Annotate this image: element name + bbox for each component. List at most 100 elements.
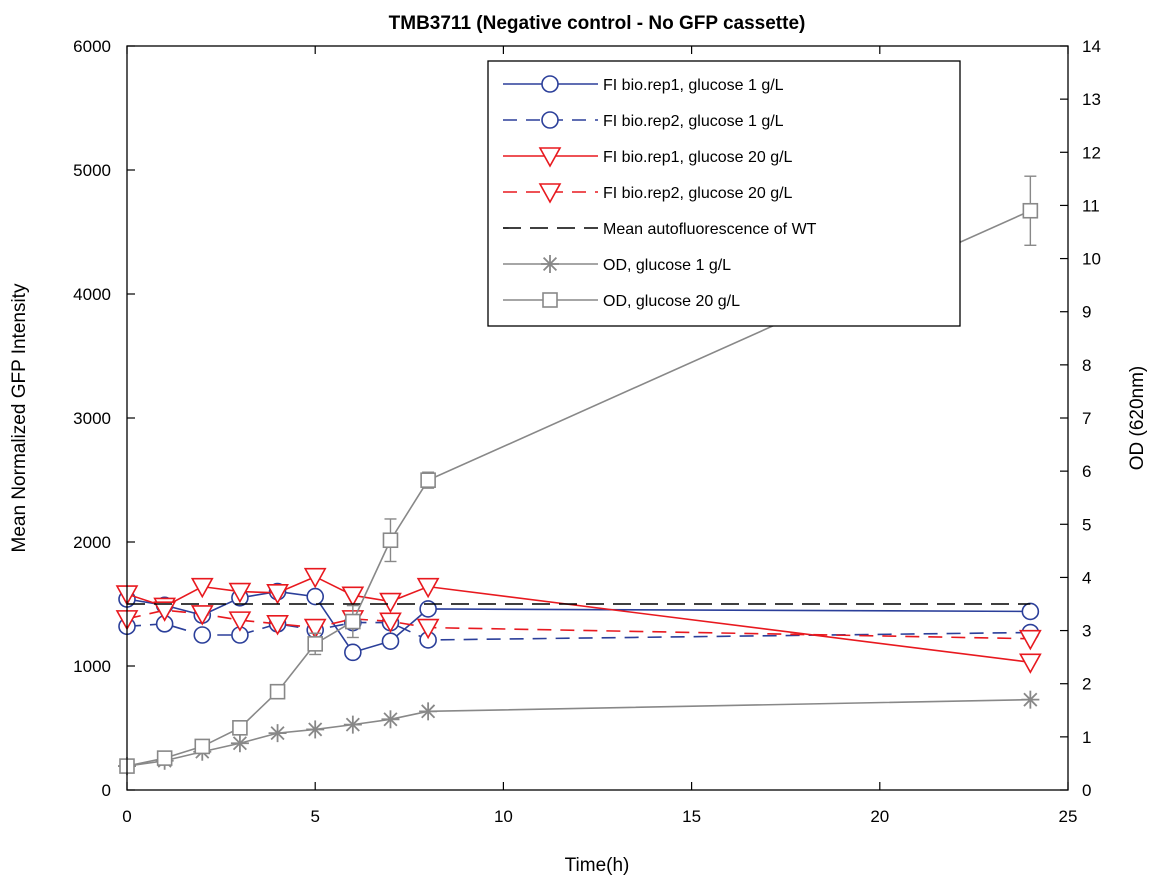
legend-item: FI bio.rep2, glucose 1 g/L <box>503 111 784 130</box>
legend-marker <box>542 292 558 308</box>
series-line <box>126 575 1031 664</box>
y2-tick-label: 2 <box>1082 675 1091 694</box>
data-point <box>266 615 289 636</box>
data-point <box>381 632 400 651</box>
data-point <box>306 587 325 606</box>
data-point <box>343 715 362 734</box>
data-point <box>379 592 402 614</box>
y2-axis-label: OD (620nm) <box>1127 366 1148 471</box>
data-point <box>190 605 214 626</box>
data-point <box>228 582 252 604</box>
y2-tick-label: 0 <box>1082 781 1091 800</box>
y2-tick-label: 14 <box>1082 37 1101 56</box>
y-tick-label: 5000 <box>73 161 111 180</box>
x-axis-label: Time(h) <box>565 855 630 876</box>
data-point <box>307 636 324 652</box>
legend: FI bio.rep1, glucose 1 g/L FI bio.rep2, g… <box>487 60 961 327</box>
data-point <box>303 567 327 589</box>
legend-marker <box>538 183 562 204</box>
y-tick-label: 1000 <box>73 657 111 676</box>
legend-label: FI bio.rep1, glucose 1 g/L <box>603 77 784 94</box>
data-point <box>190 577 214 599</box>
series-line <box>126 590 1031 654</box>
series-2 <box>115 567 1042 674</box>
x-tick-label: 25 <box>1059 807 1078 826</box>
data-point <box>156 750 173 766</box>
legend-item: FI bio.rep1, glucose 20 g/L <box>503 147 793 168</box>
x-tick-label: 5 <box>310 807 319 826</box>
data-point <box>306 720 325 739</box>
series-line <box>126 609 1031 640</box>
data-point <box>344 643 362 662</box>
y2-tick-label: 9 <box>1082 303 1091 322</box>
plot-area <box>115 175 1042 776</box>
y-axis-label: Mean Normalized GFP Intensity <box>9 283 30 552</box>
data-point <box>341 586 365 607</box>
y2-tick-label: 5 <box>1082 515 1091 534</box>
y2-tick-label: 6 <box>1082 462 1091 481</box>
legend-box <box>487 60 961 327</box>
series-line <box>126 210 1031 767</box>
data-point <box>381 710 400 729</box>
data-point <box>416 577 440 599</box>
data-point <box>416 618 440 640</box>
series-line <box>126 698 1031 767</box>
chart-title: TMB3711 (Negative control - No GFP casse… <box>389 13 806 34</box>
y2-tick-label: 12 <box>1082 143 1101 162</box>
legend-item: FI bio.rep2, glucose 20 g/L <box>503 183 793 204</box>
series-0 <box>118 582 1040 662</box>
data-point <box>153 601 176 622</box>
y2-tick-label: 7 <box>1082 409 1091 428</box>
legend-marker <box>538 147 562 168</box>
data-point <box>379 612 402 634</box>
x-tick-label: 0 <box>122 807 131 826</box>
data-point <box>419 702 438 721</box>
y-tick-label: 0 <box>102 781 111 800</box>
x-tick-label: 15 <box>682 807 701 826</box>
y2-tick-label: 4 <box>1082 568 1091 587</box>
data-point <box>194 738 211 755</box>
series-line <box>126 621 1031 641</box>
legend-label: FI bio.rep2, glucose 20 g/L <box>603 185 793 202</box>
y2-tick-label: 3 <box>1082 622 1091 641</box>
data-point <box>266 584 289 605</box>
legend-marker <box>541 255 559 273</box>
data-point <box>1019 629 1042 651</box>
data-point <box>303 618 327 640</box>
y-tick-label: 4000 <box>73 285 111 304</box>
y-tick-label: 3000 <box>73 409 111 428</box>
data-point <box>193 626 212 644</box>
legend-marker <box>541 75 559 93</box>
data-point <box>345 613 361 630</box>
legend-item: Mean autofluorescence of WT <box>503 221 817 238</box>
legend-label: OD, glucose 20 g/L <box>603 293 740 310</box>
y-tick-label: 6000 <box>73 37 111 56</box>
data-point <box>268 724 287 743</box>
y2-tick-label: 11 <box>1082 196 1100 215</box>
y2-tick-label: 10 <box>1082 250 1101 269</box>
y-tick-label: 2000 <box>73 533 111 552</box>
data-point <box>232 720 248 736</box>
x-tick-label: 20 <box>870 807 889 826</box>
axes: 0 5 10 15 20 25010002000300040005000600001234… <box>73 37 1101 826</box>
data-point <box>1021 602 1040 621</box>
data-point <box>1021 690 1040 709</box>
y2-tick-label: 8 <box>1082 356 1091 375</box>
data-point <box>382 532 399 549</box>
legend-item: OD, glucose 20 g/L <box>503 292 740 310</box>
data-point <box>420 472 436 488</box>
data-point <box>230 734 249 753</box>
series-1 <box>118 613 1040 649</box>
legend-label: FI bio.rep1, glucose 20 g/L <box>603 149 793 166</box>
legend-item: FI bio.rep1, glucose 1 g/L <box>503 75 784 94</box>
series-5 <box>118 690 1040 776</box>
data-point <box>1022 202 1039 219</box>
y2-tick-label: 1 <box>1082 728 1091 747</box>
legend-label: FI bio.rep2, glucose 1 g/L <box>603 113 784 130</box>
data-point <box>1019 653 1042 674</box>
legend-item: OD, glucose 1 g/L <box>503 255 731 274</box>
data-point <box>269 683 286 700</box>
legend-label: OD, glucose 1 g/L <box>603 257 731 274</box>
x-tick-label: 10 <box>494 807 513 826</box>
data-point <box>419 600 437 618</box>
